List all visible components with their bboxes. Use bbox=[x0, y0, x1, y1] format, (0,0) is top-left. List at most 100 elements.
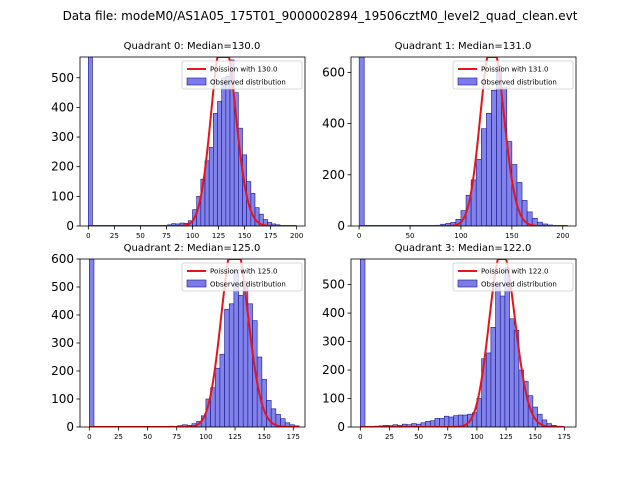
y-tick-label: 500 bbox=[322, 278, 345, 292]
axes-frame bbox=[350, 258, 577, 428]
x-tick-label: 50 bbox=[414, 433, 423, 441]
x-tick-label: 25 bbox=[385, 433, 394, 441]
histogram-bar bbox=[453, 415, 459, 427]
histogram-bar bbox=[475, 159, 482, 226]
quadrant-0-chart: Quadrant 0: Median=130.0 0 100 200 300 400 50… bbox=[51, 41, 306, 240]
poisson-curve bbox=[88, 57, 297, 226]
histogram-bar bbox=[448, 416, 454, 427]
histogram-bar bbox=[358, 57, 365, 226]
y-tick-label: 600 bbox=[322, 65, 345, 79]
legend: Poission with 122.0 Observed distribution bbox=[452, 262, 574, 292]
x-tick-label: 175 bbox=[287, 433, 300, 441]
x-tick-label: 125 bbox=[499, 433, 512, 441]
x-tick-label: 50 bbox=[136, 232, 145, 240]
histogram-bar bbox=[238, 295, 244, 427]
y-tick-label: 0 bbox=[337, 420, 345, 434]
histogram-bar bbox=[89, 259, 95, 427]
histogram-bar bbox=[439, 418, 445, 427]
x-tick-label: 150 bbox=[529, 433, 542, 441]
y-tick-label: 400 bbox=[322, 306, 345, 320]
x-tick-label: 75 bbox=[172, 433, 181, 441]
quadrant-3-title: Quadrant 3: Median=122.0 bbox=[395, 243, 532, 254]
x-tick-label: 0 bbox=[357, 232, 361, 240]
x-tick-label: 200 bbox=[290, 232, 303, 240]
figure-suptitle: Data file: modeM0/AS1A05_175T01_90000028… bbox=[63, 9, 578, 23]
y-tick-label: 100 bbox=[322, 392, 345, 406]
histogram-bar bbox=[224, 309, 230, 427]
histogram-bar bbox=[266, 400, 272, 427]
legend-bar-swatch bbox=[186, 279, 207, 288]
y-tick-label: 400 bbox=[51, 308, 74, 322]
x-tick-label: 100 bbox=[470, 433, 483, 441]
histogram-bar bbox=[486, 113, 492, 226]
histogram-bar bbox=[481, 128, 487, 226]
x-tick-label: 150 bbox=[505, 232, 518, 240]
x-tick-label: 200 bbox=[556, 232, 569, 240]
x-tick-label: 75 bbox=[443, 433, 452, 441]
x-tick-label: 25 bbox=[110, 232, 119, 240]
histogram-bar bbox=[233, 269, 239, 427]
quadrant-1-chart: Quadrant 1: Median=131.0 0 200 400 600 0 50 10… bbox=[322, 41, 577, 240]
y-tick-label: 200 bbox=[51, 160, 74, 174]
histogram-bar bbox=[214, 367, 221, 427]
legend: Poission with 130.0 Observed distribution bbox=[181, 60, 303, 90]
legend-bar-label: Observed distribution bbox=[210, 281, 286, 289]
x-tick-label: 50 bbox=[406, 232, 415, 240]
y-tick-label: 0 bbox=[337, 219, 345, 233]
y-tick-label: 200 bbox=[322, 363, 345, 377]
histogram-bar bbox=[88, 57, 93, 226]
legend-bar-swatch bbox=[457, 77, 478, 86]
histogram-bar bbox=[504, 267, 510, 427]
poisson-curve bbox=[89, 259, 300, 427]
histogram-bar bbox=[485, 352, 492, 427]
x-tick-label: 100 bbox=[186, 232, 199, 240]
y-tick-label: 300 bbox=[51, 336, 74, 350]
histogram-bar bbox=[217, 101, 222, 226]
x-tick-label: 100 bbox=[199, 433, 212, 441]
legend-bar-swatch bbox=[186, 77, 207, 86]
x-tick-label: 150 bbox=[238, 232, 251, 240]
legend-bar-label: Observed distribution bbox=[210, 79, 286, 87]
y-tick-label: 500 bbox=[51, 71, 74, 85]
histogram-bar bbox=[509, 318, 515, 427]
quadrant-3-chart: Quadrant 3: Median=122.0 0 100 200 300 400 50… bbox=[322, 243, 577, 441]
histogram-bar bbox=[490, 327, 496, 427]
histogram-bar bbox=[495, 284, 501, 427]
legend-bar-label: Observed distribution bbox=[481, 79, 557, 87]
x-tick-label: 0 bbox=[86, 232, 90, 240]
histogram-bar bbox=[225, 75, 231, 226]
histogram-bar bbox=[434, 418, 440, 427]
x-tick-label: 0 bbox=[87, 433, 91, 441]
y-tick-label: 100 bbox=[51, 392, 74, 406]
histogram-bar bbox=[360, 259, 366, 427]
x-tick-label: 100 bbox=[454, 232, 467, 240]
legend-bar-label: Observed distribution bbox=[481, 281, 557, 289]
y-tick-label: 100 bbox=[51, 189, 74, 203]
histogram-bar bbox=[208, 147, 214, 226]
histogram-bar bbox=[219, 353, 225, 427]
y-tick-label: 0 bbox=[66, 219, 74, 233]
axes-frame bbox=[350, 56, 577, 227]
y-tick-label: 400 bbox=[322, 117, 345, 131]
x-tick-label: 175 bbox=[558, 433, 571, 441]
legend: Poission with 131.0 Observed distribution bbox=[452, 60, 574, 90]
histogram-bar bbox=[228, 303, 235, 427]
x-tick-label: 50 bbox=[143, 433, 152, 441]
x-tick-label: 150 bbox=[258, 433, 271, 441]
x-tick-label: 0 bbox=[358, 433, 362, 441]
legend-line-label: Poission with 125.0 bbox=[210, 268, 278, 276]
y-tick-label: 200 bbox=[51, 364, 74, 378]
y-tick-label: 400 bbox=[51, 100, 74, 114]
histogram-bar bbox=[213, 113, 218, 226]
x-tick-label: 175 bbox=[264, 232, 277, 240]
histogram-bar bbox=[491, 89, 497, 226]
legend: Poission with 125.0 Observed distribution bbox=[181, 262, 303, 292]
legend-line-label: Poission with 131.0 bbox=[481, 66, 549, 74]
quadrant-2-chart: Quadrant 2: Median=125.0 0 100 200 300 400 50… bbox=[51, 243, 306, 441]
x-tick-label: 75 bbox=[162, 232, 171, 240]
y-tick-label: 300 bbox=[51, 130, 74, 144]
quadrant-2-title: Quadrant 2: Median=125.0 bbox=[124, 243, 261, 254]
histogram-bar bbox=[443, 415, 450, 427]
poisson-curve bbox=[360, 259, 565, 427]
legend-line-label: Poission with 122.0 bbox=[481, 268, 549, 276]
